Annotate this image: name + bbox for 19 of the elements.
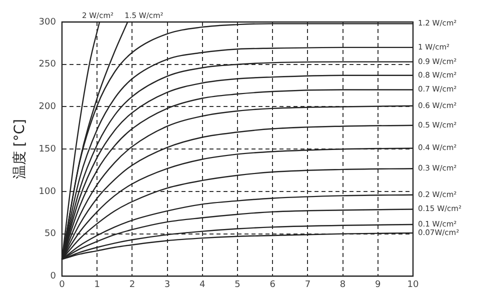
y-tick-label: 150: [38, 144, 56, 154]
y-tick-label: 0: [50, 272, 56, 282]
y-axis-title: 温度 [°C]: [12, 119, 28, 180]
x-tick-label: 1: [94, 280, 100, 290]
x-tick-label: 7: [304, 280, 311, 290]
x-tick-label: 3: [164, 280, 170, 290]
y-tick-label: 300: [38, 17, 56, 28]
x-tick-label: 9: [375, 280, 382, 290]
x-tick-label: 0: [59, 280, 66, 290]
y-tick-label: 200: [38, 102, 56, 112]
y-tick-label: 250: [38, 60, 56, 70]
x-tick-label: 5: [234, 280, 240, 290]
x-tick-label: 10: [407, 280, 419, 290]
y-tick-label: 50: [44, 229, 56, 240]
x-tick-label: 6: [270, 280, 276, 290]
x-tick-label: 4: [200, 280, 206, 290]
y-tick-label: 100: [38, 186, 56, 197]
x-tick-label: 2: [129, 280, 136, 290]
x-tick-label: 8: [340, 280, 346, 290]
